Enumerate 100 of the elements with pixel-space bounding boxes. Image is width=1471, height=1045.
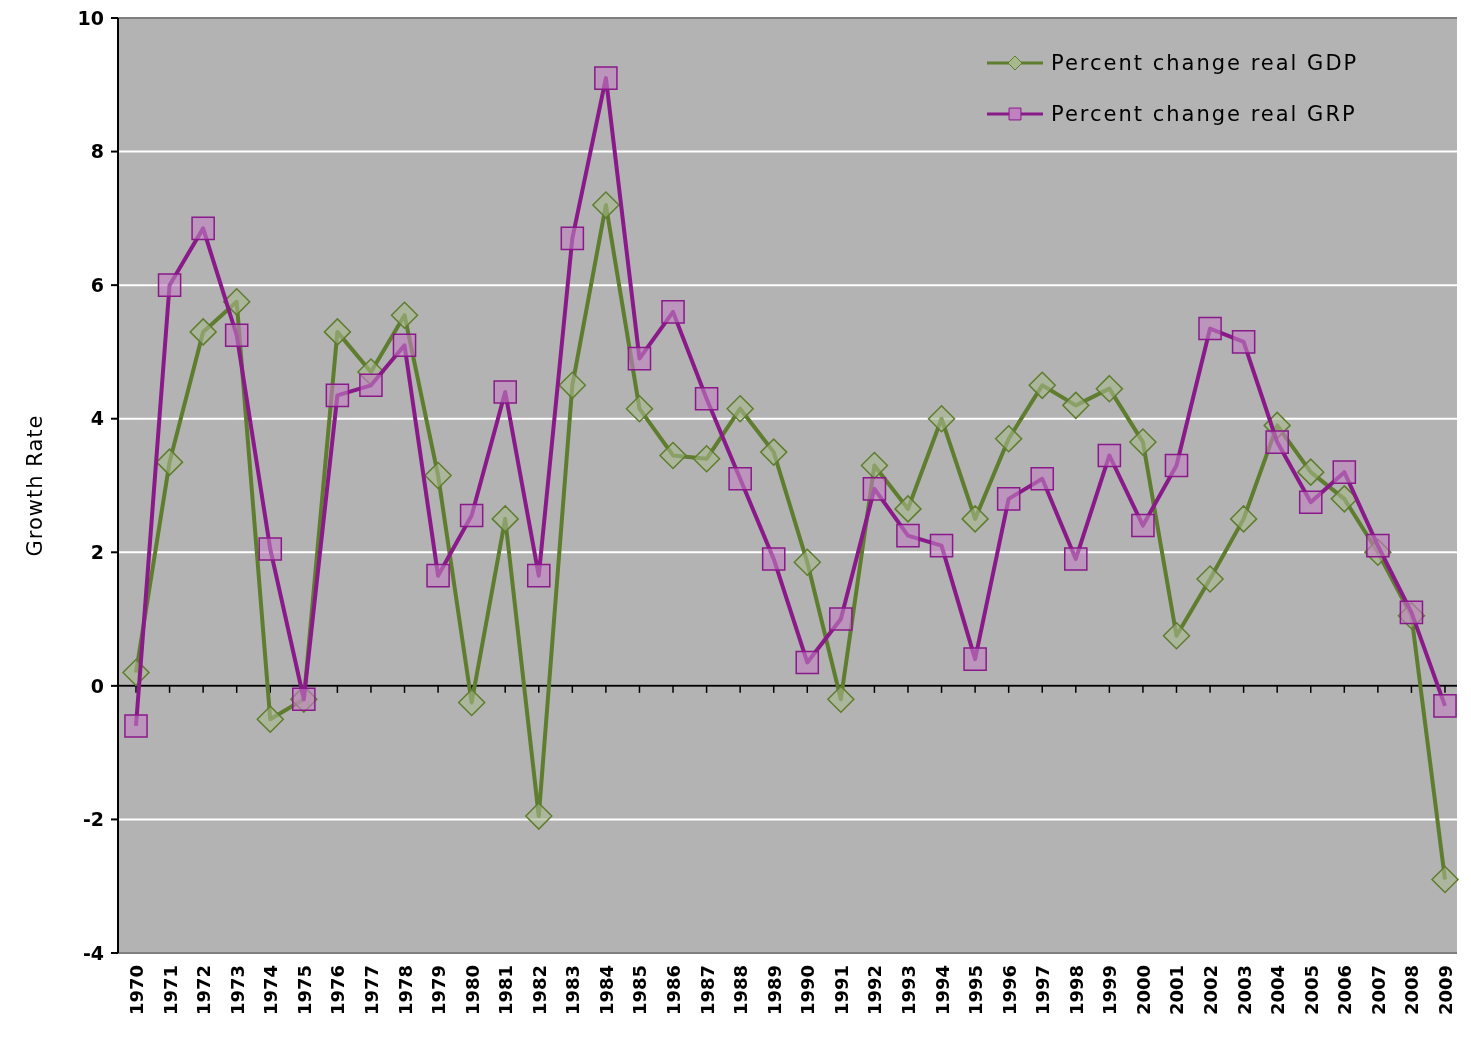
point bbox=[359, 373, 383, 398]
x-tick-label: 1980 bbox=[461, 965, 483, 1016]
x-tick-label: 1974 bbox=[260, 965, 282, 1016]
point bbox=[426, 563, 450, 588]
x-tick-label: 1991 bbox=[830, 965, 852, 1016]
point bbox=[994, 425, 1023, 453]
legend-label: Percent change real GDP bbox=[1051, 51, 1359, 76]
x-tick-label: 1986 bbox=[663, 965, 685, 1016]
x-tick-label: 2000 bbox=[1132, 965, 1154, 1016]
y-tick-label: -2 bbox=[82, 808, 104, 831]
point bbox=[793, 548, 822, 577]
x-tick-label: 1982 bbox=[528, 965, 550, 1016]
legend-label: Percent change real GRP bbox=[1051, 102, 1357, 127]
x-tick-label: 2009 bbox=[1435, 965, 1456, 1016]
point bbox=[759, 438, 788, 466]
x-tick-label: 1972 bbox=[193, 965, 215, 1016]
point bbox=[927, 404, 956, 433]
point bbox=[692, 445, 721, 473]
point bbox=[829, 607, 853, 631]
point bbox=[1296, 458, 1325, 486]
point bbox=[459, 503, 484, 528]
point bbox=[155, 448, 184, 476]
point bbox=[963, 647, 987, 671]
y-tick-label: 6 bbox=[90, 273, 104, 296]
x-tick-label: 1992 bbox=[864, 965, 886, 1016]
x-tick-label: 2003 bbox=[1233, 965, 1255, 1016]
x-tick-label: 1977 bbox=[360, 965, 382, 1016]
y-tick-label: -4 bbox=[82, 941, 104, 964]
point bbox=[191, 216, 215, 241]
x-tick-label: 1973 bbox=[226, 965, 248, 1016]
point bbox=[1298, 490, 1323, 514]
point bbox=[627, 346, 652, 371]
point bbox=[625, 394, 654, 423]
point bbox=[1399, 600, 1424, 625]
x-tick-label: 1981 bbox=[495, 965, 517, 1016]
point bbox=[323, 318, 352, 346]
point bbox=[491, 505, 519, 533]
x-tick-label: 2007 bbox=[1367, 965, 1389, 1016]
point bbox=[1196, 565, 1224, 593]
point bbox=[1097, 443, 1122, 468]
point bbox=[761, 547, 786, 571]
x-tick-label: 1990 bbox=[797, 965, 819, 1016]
point bbox=[1131, 513, 1155, 538]
y-tick-label: 2 bbox=[90, 540, 104, 563]
x-tick-label: 1970 bbox=[126, 965, 147, 1016]
point bbox=[1198, 316, 1222, 341]
x-tick-label: 2005 bbox=[1300, 965, 1322, 1016]
point bbox=[862, 477, 887, 501]
point bbox=[424, 461, 452, 490]
point bbox=[258, 537, 283, 561]
point bbox=[659, 441, 687, 470]
x-tick-label: 1994 bbox=[931, 965, 953, 1016]
point bbox=[1129, 428, 1157, 456]
point bbox=[325, 383, 350, 408]
x-tick-label: 1985 bbox=[629, 965, 651, 1016]
x-tick-label: 1971 bbox=[159, 965, 181, 1016]
point bbox=[1431, 865, 1459, 894]
point bbox=[457, 688, 486, 717]
point bbox=[560, 226, 585, 251]
point bbox=[1330, 485, 1359, 513]
x-tick-label: 1983 bbox=[562, 965, 584, 1016]
point bbox=[592, 191, 620, 219]
x-tick-label: 1997 bbox=[1032, 965, 1054, 1016]
x-tick-label: 1975 bbox=[293, 965, 315, 1016]
point bbox=[996, 487, 1021, 511]
x-tick-label: 2006 bbox=[1334, 965, 1356, 1016]
point bbox=[189, 318, 217, 346]
y-tick-label: 0 bbox=[90, 674, 104, 697]
point bbox=[1095, 374, 1124, 403]
point bbox=[894, 495, 922, 523]
x-tick-label: 1984 bbox=[595, 965, 617, 1016]
x-tick-label: 1988 bbox=[730, 965, 752, 1016]
point bbox=[827, 685, 855, 713]
point bbox=[860, 451, 889, 480]
point bbox=[390, 301, 419, 329]
x-tick-label: 1976 bbox=[327, 965, 349, 1016]
x-tick-label: 1999 bbox=[1099, 965, 1121, 1016]
point bbox=[694, 386, 719, 411]
point bbox=[1332, 460, 1357, 484]
x-tick-label: 1998 bbox=[1065, 965, 1087, 1016]
x-tick-label: 2001 bbox=[1166, 965, 1188, 1016]
point bbox=[795, 650, 820, 675]
point bbox=[1433, 694, 1457, 718]
point bbox=[256, 705, 285, 733]
y-tick-label: 10 bbox=[77, 6, 104, 29]
point bbox=[1030, 467, 1055, 491]
point bbox=[392, 333, 417, 358]
point bbox=[661, 300, 685, 324]
point bbox=[222, 288, 251, 316]
y-axis-title: Growth Rate bbox=[23, 414, 47, 557]
point bbox=[558, 371, 587, 400]
point bbox=[1231, 330, 1256, 354]
point bbox=[1164, 453, 1189, 478]
x-tick-label: 1993 bbox=[897, 965, 919, 1016]
y-tick-label: 4 bbox=[90, 407, 104, 430]
x-tick-label: 1996 bbox=[998, 965, 1020, 1016]
x-tick-label: 1979 bbox=[428, 965, 450, 1016]
point bbox=[157, 273, 182, 297]
point bbox=[1062, 391, 1090, 420]
point bbox=[525, 802, 553, 830]
